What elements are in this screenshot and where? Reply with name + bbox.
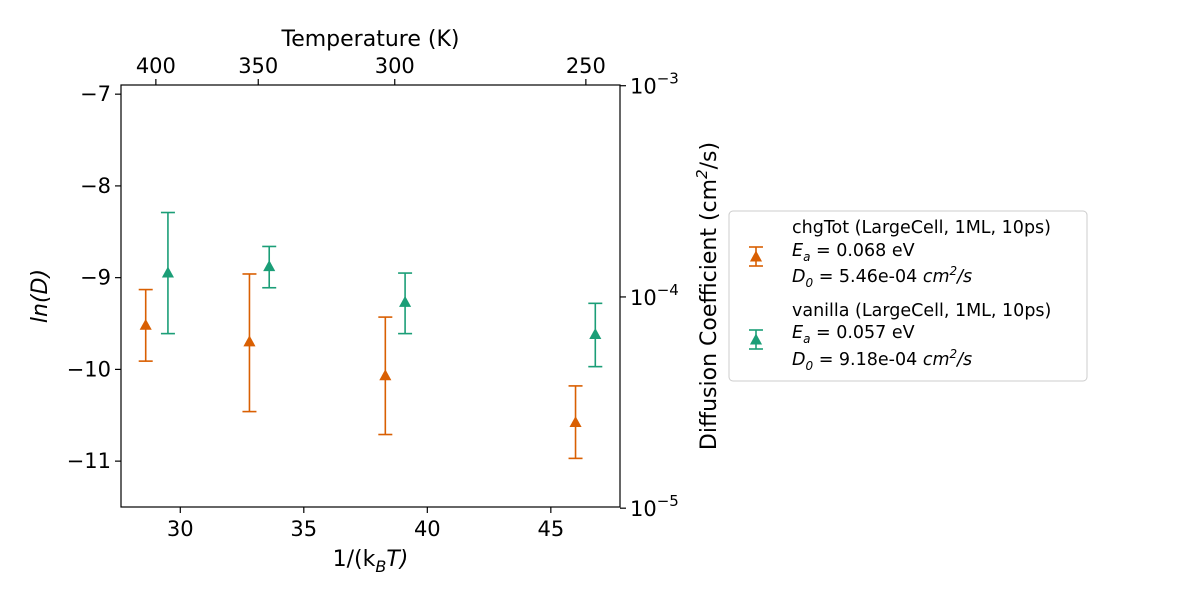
x-tick-label: 40 — [414, 517, 441, 541]
y-tick-label: −11 — [67, 449, 111, 473]
data-point — [589, 327, 602, 339]
legend-marker-chgtot — [749, 246, 763, 267]
x-tick-label: 35 — [290, 517, 317, 541]
series-0 — [138, 273, 583, 460]
y-tick-label: −7 — [80, 82, 111, 106]
x-tick-label: 30 — [167, 517, 194, 541]
top-tick-label: 300 — [375, 54, 415, 78]
legend-frame — [728, 210, 1088, 382]
x-axis-label: 1/(kBT) — [333, 547, 409, 576]
legend-d0-chgtot: D0 = 5.46e-04 cm2/s — [792, 264, 972, 290]
data-point — [139, 318, 152, 330]
series-1 — [160, 211, 603, 368]
data-point — [161, 266, 174, 278]
top-tick-label: 350 — [238, 54, 278, 78]
data-point — [243, 335, 256, 347]
data-point — [263, 260, 276, 272]
data-point — [569, 416, 582, 428]
plot-frame — [120, 84, 621, 508]
right-axis-label: Diffusion Coefficient (cm2/s) — [693, 142, 722, 450]
legend-d0-vanilla: D0 = 9.18e-04 cm2/s — [792, 347, 972, 373]
legend-marker-triangle — [749, 250, 763, 262]
legend-series-name-vanilla: vanilla (LargeCell, 1ML, 10ps) — [792, 301, 1051, 321]
x-tick-label: 45 — [537, 517, 564, 541]
data-point — [399, 295, 412, 307]
top-axis-label: Temperature (K) — [281, 27, 460, 52]
legend-ea-chgtot: Ea = 0.068 eV — [792, 241, 915, 264]
legend-ea-vanilla: Ea = 0.057 eV — [792, 323, 915, 346]
y-tick-label: −8 — [80, 174, 111, 198]
right-tick-label: 10−5 — [630, 492, 679, 521]
legend: chgTot (LargeCell, 1ML, 10ps) Ea = 0.068… — [728, 210, 1088, 382]
x-label-t: T) — [386, 547, 408, 572]
data-point — [379, 369, 392, 381]
y-tick-label: −10 — [67, 357, 111, 381]
marks-layer — [138, 211, 603, 460]
right-tick-label: 10−3 — [630, 70, 679, 99]
y-tick-label: −9 — [80, 266, 111, 290]
legend-marker-triangle — [749, 333, 763, 345]
top-tick-label: 400 — [136, 54, 176, 78]
legend-marker-vanilla — [749, 329, 763, 350]
legend-series-name-chgtot: chgTot (LargeCell, 1ML, 10ps) — [792, 218, 1051, 238]
right-tick-label: 10−4 — [630, 281, 679, 310]
top-tick-label: 250 — [566, 54, 606, 78]
y-axis-label: ln(D) — [28, 269, 53, 323]
ticks-layer: 30 35 40 45 −7 −8 −9 −10 −11 400 350 300 250 10−3 10−4… — [67, 54, 679, 541]
